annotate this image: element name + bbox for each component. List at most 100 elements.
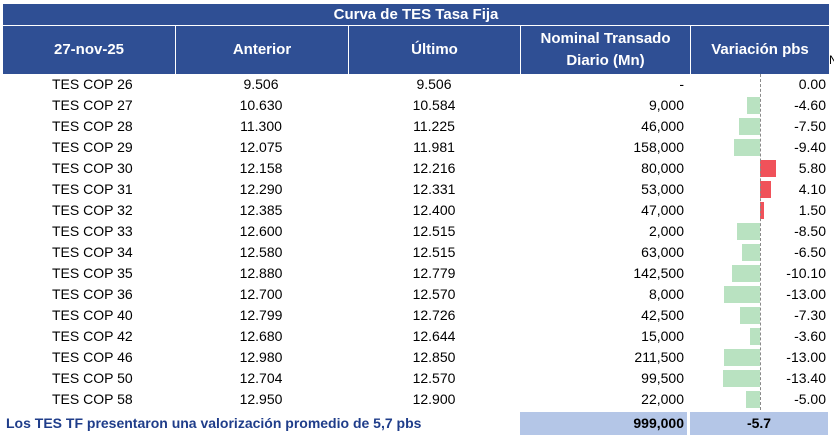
table-row: TES COP 36 12.700 12.570 8,000 -13.00 (0, 284, 834, 305)
variation-bar-cell (690, 347, 826, 368)
previous-rate: 12.799 (239, 307, 283, 323)
previous-rate: 12.580 (239, 244, 283, 260)
nominal-traded: 99,500 (641, 370, 684, 386)
clipped-column-fragment: N (829, 53, 834, 67)
variation-bar-cell (690, 95, 826, 116)
bond-name: TES COP 31 (52, 181, 133, 197)
nominal-traded: 2,000 (648, 223, 684, 239)
last-rate: 12.570 (412, 286, 456, 302)
last-rate: 12.515 (412, 244, 456, 260)
negative-variation-bar (724, 286, 760, 303)
header-nominal-line1: Nominal Transado (540, 30, 671, 47)
variation-bar-cell (690, 305, 826, 326)
bond-name: TES COP 46 (52, 349, 133, 365)
last-rate: 12.850 (412, 349, 456, 365)
header-nominal: Nominal Transado Diario (Mn) (520, 26, 690, 74)
bond-name: TES COP 42 (52, 328, 133, 344)
last-rate: 12.644 (412, 328, 456, 344)
bond-name: TES COP 35 (52, 265, 133, 281)
variation-pbs: -10.10 (786, 265, 826, 281)
header-nominal-line2: Diario (Mn) (566, 52, 645, 69)
variation-pbs: -13.00 (786, 286, 826, 302)
last-rate: 12.900 (412, 391, 456, 407)
bond-name: TES COP 30 (52, 160, 133, 176)
footer-note: Los TES TF presentaron una valorización … (6, 415, 422, 431)
table-row: TES COP 30 12.158 12.216 80,000 5.80 (0, 158, 834, 179)
negative-variation-bar (739, 307, 760, 324)
variation-bar-cell (690, 116, 826, 137)
negative-variation-bar (723, 370, 760, 387)
previous-rate: 12.700 (239, 286, 283, 302)
footer-total-nominal: 999,000 (520, 412, 687, 435)
bond-name: TES COP 40 (52, 307, 133, 323)
last-rate: 11.225 (413, 118, 455, 134)
variation-bar-cell (690, 263, 826, 284)
variation-pbs: -3.60 (794, 328, 826, 344)
negative-variation-bar (747, 97, 760, 114)
negative-variation-bar (734, 139, 760, 156)
variation-bar-cell (690, 389, 826, 410)
variation-pbs: -5.00 (794, 391, 826, 407)
nominal-traded: 158,000 (633, 139, 684, 155)
nominal-traded: - (679, 76, 684, 92)
bond-name: TES COP 50 (52, 370, 133, 386)
variation-bar-cell (690, 200, 826, 221)
variation-bar-cell (690, 179, 826, 200)
last-rate: 12.779 (412, 265, 456, 281)
variation-bar-cell (690, 326, 826, 347)
nominal-traded: 42,500 (641, 307, 684, 323)
positive-variation-bar (760, 202, 765, 219)
nominal-traded: 8,000 (648, 286, 684, 302)
nominal-traded: 53,000 (641, 181, 684, 197)
last-rate: 12.515 (412, 223, 456, 239)
table-row: TES COP 33 12.600 12.515 2,000 -8.50 (0, 221, 834, 242)
table-row: TES COP 46 12.980 12.850 211,500 -13.00 (0, 347, 834, 368)
last-rate: 11.981 (413, 139, 455, 155)
nominal-traded: 47,000 (641, 202, 684, 218)
previous-rate: 12.075 (239, 139, 283, 155)
negative-variation-bar (750, 328, 760, 345)
table-row: TES COP 29 12.075 11.981 158,000 -9.40 (0, 137, 834, 158)
variation-bar-cell (690, 242, 826, 263)
bond-name: TES COP 29 (52, 139, 133, 155)
header-previous: Anterior (175, 26, 348, 74)
variation-pbs: -8.50 (794, 223, 826, 239)
previous-rate: 12.158 (239, 160, 283, 176)
variation-pbs: -13.00 (786, 349, 826, 365)
table-row: TES COP 34 12.580 12.515 63,000 -6.50 (0, 242, 834, 263)
last-rate: 12.726 (412, 307, 456, 323)
variation-pbs: -9.40 (794, 139, 826, 155)
table-row: TES COP 42 12.680 12.644 15,000 -3.60 (0, 326, 834, 347)
previous-rate: 9.506 (243, 76, 279, 92)
previous-rate: 12.980 (239, 349, 283, 365)
variation-pbs: 1.50 (798, 202, 826, 218)
variation-pbs: 0.00 (798, 76, 826, 92)
table-row: TES COP 31 12.290 12.331 53,000 4.10 (0, 179, 834, 200)
previous-rate: 12.880 (239, 265, 283, 281)
variation-bar-cell (690, 284, 826, 305)
nominal-traded: 46,000 (641, 118, 684, 134)
nominal-traded: 142,500 (633, 265, 684, 281)
nominal-traded: 63,000 (641, 244, 684, 260)
nominal-traded: 211,500 (634, 349, 684, 365)
variation-pbs: 5.80 (798, 160, 826, 176)
previous-rate: 12.290 (239, 181, 283, 197)
variation-zero-axis (760, 74, 761, 410)
variation-pbs: -4.60 (794, 97, 826, 113)
last-rate: 10.584 (412, 97, 456, 113)
header-last: Último (348, 26, 520, 74)
bond-name: TES COP 33 (52, 223, 133, 239)
negative-variation-bar (746, 391, 760, 408)
bond-name: TES COP 26 (52, 76, 133, 92)
negative-variation-bar (739, 118, 760, 135)
table-row: TES COP 27 10.630 10.584 9,000 -4.60 (0, 95, 834, 116)
bond-name: TES COP 58 (52, 391, 133, 407)
previous-rate: 12.704 (239, 370, 283, 386)
variation-bar-cell (690, 158, 826, 179)
last-rate: 9.506 (416, 76, 452, 92)
table-row: TES COP 32 12.385 12.400 47,000 1.50 (0, 200, 834, 221)
negative-variation-bar (736, 223, 760, 240)
table-row: TES COP 40 12.799 12.726 42,500 -7.30 (0, 305, 834, 326)
nominal-traded: 15,000 (641, 328, 684, 344)
table-row: TES COP 35 12.880 12.779 142,500 -10.10 (0, 263, 834, 284)
